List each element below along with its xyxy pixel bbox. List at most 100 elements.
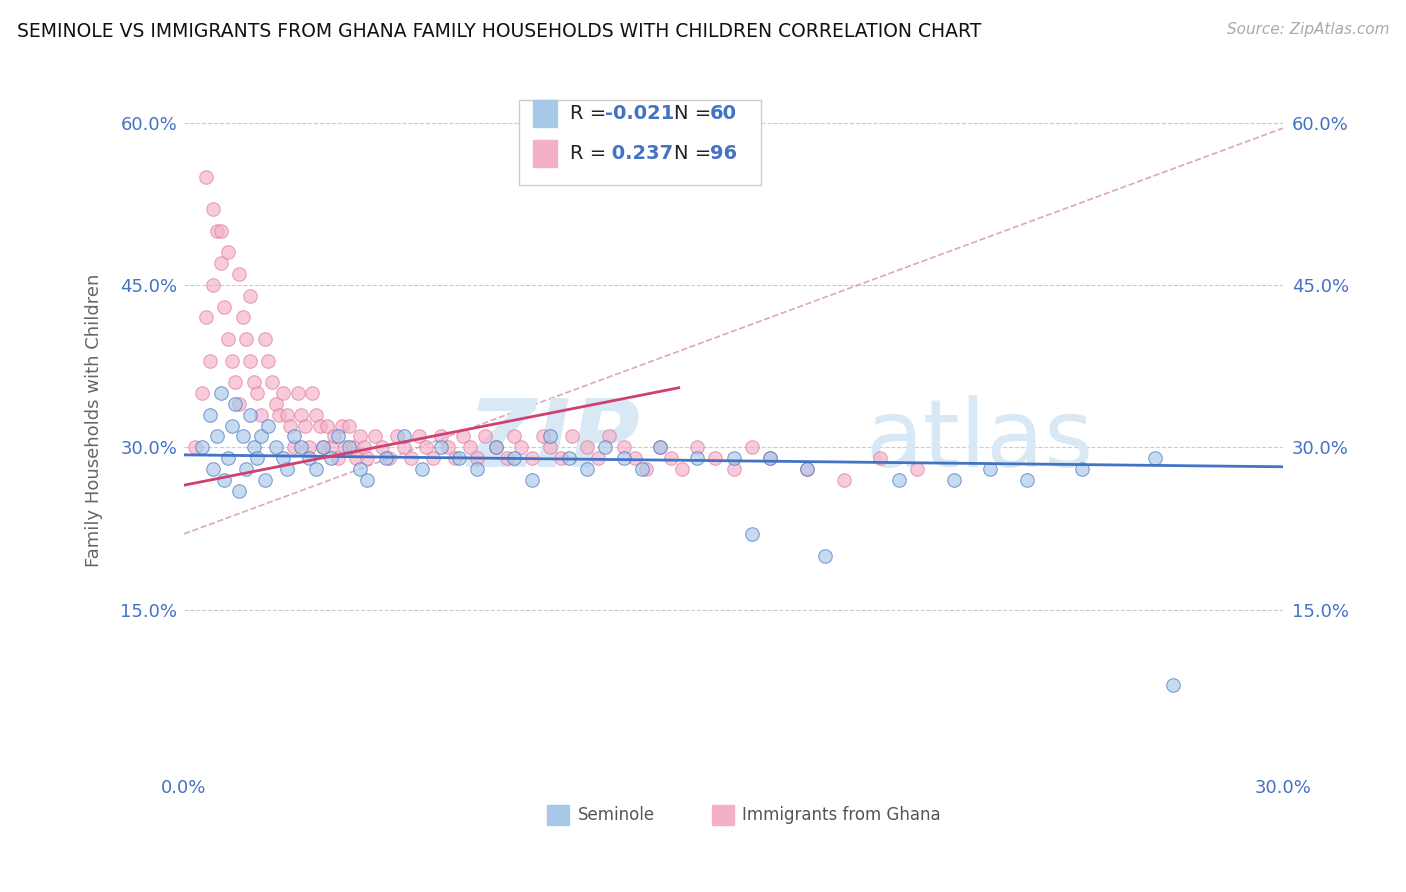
Point (264, 397, 287, 411)
Point (723, 451, 745, 466)
Point (232, 310, 254, 325)
Point (495, 451, 517, 466)
Point (287, 386, 309, 401)
Point (465, 451, 488, 466)
Point (257, 353, 280, 368)
Y-axis label: Family Households with Children: Family Households with Children (86, 274, 103, 567)
Point (202, 277, 225, 292)
Point (283, 440, 305, 454)
Text: -0.021: -0.021 (605, 104, 675, 123)
Point (271, 386, 294, 401)
Point (741, 440, 763, 454)
Point (228, 483, 250, 498)
Point (353, 440, 375, 454)
Point (540, 440, 562, 454)
Point (239, 408, 262, 422)
Point (444, 451, 467, 466)
Point (191, 440, 214, 454)
Text: 96: 96 (710, 145, 737, 163)
Point (264, 440, 287, 454)
Point (305, 408, 328, 422)
Point (349, 462, 371, 476)
Point (316, 418, 339, 433)
Point (661, 451, 683, 466)
Point (217, 245, 239, 260)
Point (520, 473, 543, 487)
Point (349, 429, 371, 443)
Point (214, 300, 236, 314)
Point (205, 224, 228, 238)
Point (510, 440, 533, 454)
Point (484, 440, 506, 454)
Point (540, 429, 562, 443)
Point (202, 462, 225, 476)
Point (392, 429, 415, 443)
Point (576, 440, 599, 454)
Text: N =: N = (675, 145, 711, 163)
Point (905, 462, 928, 476)
Point (631, 462, 654, 476)
Point (704, 451, 727, 466)
Point (437, 440, 460, 454)
Point (228, 397, 250, 411)
Text: N =: N = (675, 104, 711, 123)
Point (399, 451, 422, 466)
Point (253, 473, 276, 487)
Point (217, 332, 239, 346)
Point (887, 473, 910, 487)
Point (260, 376, 283, 390)
Text: R =: R = (569, 104, 606, 123)
Point (832, 473, 855, 487)
Point (796, 462, 818, 476)
Point (576, 462, 599, 476)
Text: Source: ZipAtlas.com: Source: ZipAtlas.com (1226, 22, 1389, 37)
Point (586, 451, 609, 466)
Point (598, 429, 620, 443)
Point (301, 386, 323, 401)
Point (235, 332, 257, 346)
Bar (547, 805, 569, 825)
Point (942, 473, 965, 487)
Point (323, 429, 346, 443)
Point (385, 429, 408, 443)
Point (415, 440, 437, 454)
Point (558, 451, 581, 466)
Point (337, 418, 360, 433)
Point (531, 429, 554, 443)
Point (290, 408, 312, 422)
Text: 60: 60 (710, 104, 737, 123)
Point (214, 473, 236, 487)
Point (686, 451, 709, 466)
Point (429, 429, 451, 443)
Point (209, 386, 232, 401)
Point (671, 462, 693, 476)
Point (623, 451, 645, 466)
Point (741, 527, 763, 541)
Point (232, 429, 254, 443)
Point (191, 386, 214, 401)
Point (239, 289, 262, 303)
Point (1015, 473, 1038, 487)
Point (869, 451, 891, 466)
Point (290, 440, 312, 454)
Text: R =: R = (569, 145, 606, 163)
Point (458, 440, 481, 454)
Point (242, 376, 264, 390)
Text: Immigrants from Ghana: Immigrants from Ghana (742, 805, 941, 824)
Point (356, 451, 378, 466)
Point (429, 440, 451, 454)
Point (195, 169, 218, 184)
Point (686, 440, 709, 454)
Point (723, 462, 745, 476)
Point (378, 451, 401, 466)
Point (595, 440, 617, 454)
Point (242, 440, 264, 454)
Point (257, 418, 280, 433)
Point (335, 440, 357, 454)
Point (250, 408, 273, 422)
Point (246, 451, 269, 466)
Point (1163, 678, 1185, 692)
Point (344, 451, 367, 466)
Bar (533, 100, 557, 127)
Point (392, 440, 415, 454)
